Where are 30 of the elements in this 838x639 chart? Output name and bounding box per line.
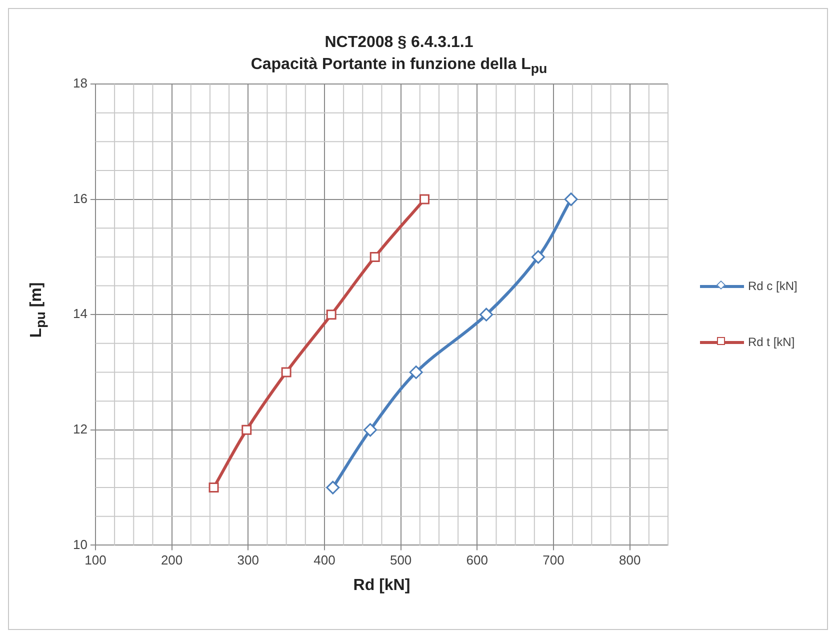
point [419,194,430,204]
point [326,480,340,494]
x-tick-label: 300 [237,552,259,568]
point [370,252,380,262]
point [326,310,336,320]
point [409,366,423,379]
point [564,192,578,206]
point [242,424,252,435]
x-tick-label: 700 [542,552,564,568]
x-tick-label: 400 [314,552,336,568]
x-tick-label: 800 [618,552,641,568]
chart-subtitle: Capacità Portante in funzione della L$_{pu}$ [250,55,548,78]
point [480,308,494,322]
y-tick-label: 18 [72,76,88,91]
legend-label: Rd c [kN] [748,279,798,293]
x-tick-label: 100 [84,552,106,568]
point [364,423,378,437]
legend-label: Rd t [kN] [748,335,795,349]
x-tick-label: 200 [160,552,183,568]
point [208,482,219,493]
x-tick-label: 600 [466,552,488,568]
y-tick-label: 12 [72,421,88,436]
y-tick-label: 14 [72,306,88,322]
point [531,250,545,264]
x-tick-label: 500 [390,552,412,568]
y-tick-label: 16 [72,190,88,206]
point [281,367,292,378]
y-tick-label: 10 [72,536,88,552]
x-axis-title: Rd [kN] [353,576,410,594]
chart-title: NCT2008 § 6.4.3.1.1 [324,33,474,53]
